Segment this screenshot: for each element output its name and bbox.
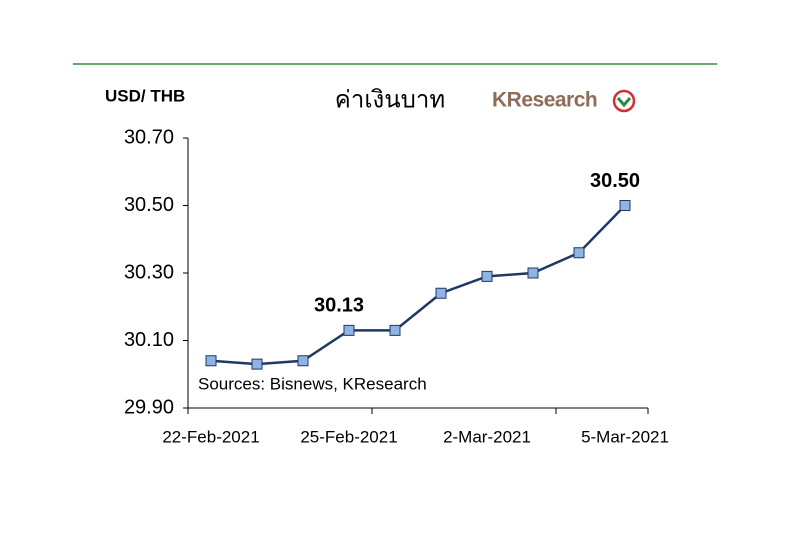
line <box>210 204 626 366</box>
x-tick-label: 5-Mar-2021 <box>581 427 669 446</box>
marker <box>389 324 401 336</box>
marker <box>297 355 309 367</box>
y-tick-label: 30.50 <box>124 194 174 216</box>
y-tick-label: 29.90 <box>124 396 174 418</box>
marker <box>619 200 631 211</box>
y-tick-label: 30.30 <box>124 261 174 283</box>
x-tick-label: 2-Mar-2021 <box>443 427 531 446</box>
marker <box>205 355 217 367</box>
x-tick-label: 22-Feb-2021 <box>162 427 259 446</box>
marker <box>251 358 263 370</box>
brand-icon-mark <box>616 97 632 108</box>
x-tick-label: 25-Feb-2021 <box>300 427 397 446</box>
y-tick-label: 30.10 <box>124 329 174 351</box>
marker <box>481 270 493 282</box>
source-note: Sources: Bisnews, KResearch <box>198 374 427 393</box>
marker <box>573 247 585 259</box>
data-label: 30.13 <box>314 295 364 317</box>
brand: KResearch <box>492 89 597 112</box>
data-label: 30.50 <box>590 170 640 192</box>
brand-icon <box>612 89 636 113</box>
marker <box>527 267 539 279</box>
marker <box>435 287 447 299</box>
chart-title: ค่าเงินบาท <box>335 86 445 113</box>
y-tick-label: 30.70 <box>124 126 174 148</box>
y-axis-label: USD/ THB <box>105 86 185 105</box>
marker <box>343 324 355 336</box>
